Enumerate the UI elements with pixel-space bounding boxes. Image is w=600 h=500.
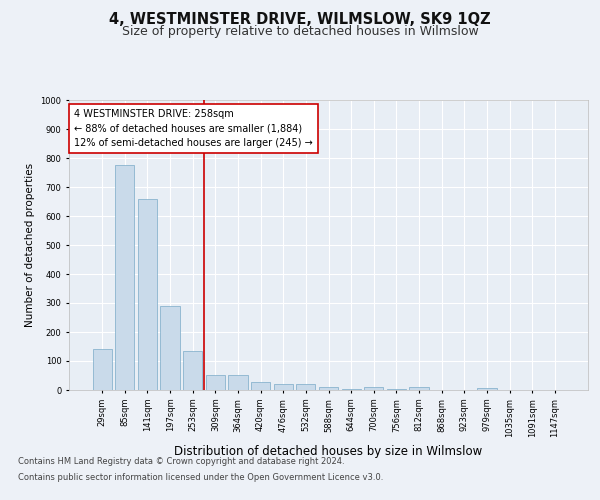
Bar	[251, 382, 270, 390]
Text: Contains public sector information licensed under the Open Government Licence v3: Contains public sector information licen…	[18, 472, 383, 482]
Y-axis label: Number of detached properties: Number of detached properties	[25, 163, 35, 327]
Text: Size of property relative to detached houses in Wilmslow: Size of property relative to detached ho…	[122, 25, 478, 38]
Bar	[206, 375, 225, 390]
Bar	[92, 350, 112, 390]
Bar	[183, 351, 202, 390]
Bar	[477, 388, 497, 390]
Bar	[387, 388, 406, 390]
X-axis label: Distribution of detached houses by size in Wilmslow: Distribution of detached houses by size …	[175, 445, 482, 458]
Bar	[319, 386, 338, 390]
Bar	[341, 388, 361, 390]
Bar	[364, 386, 383, 390]
Bar	[409, 386, 428, 390]
Text: Contains HM Land Registry data © Crown copyright and database right 2024.: Contains HM Land Registry data © Crown c…	[18, 458, 344, 466]
Bar	[138, 198, 157, 390]
Bar	[296, 384, 316, 390]
Bar	[160, 306, 180, 390]
Bar	[115, 166, 134, 390]
Text: 4, WESTMINSTER DRIVE, WILMSLOW, SK9 1QZ: 4, WESTMINSTER DRIVE, WILMSLOW, SK9 1QZ	[109, 12, 491, 28]
Text: 4 WESTMINSTER DRIVE: 258sqm
← 88% of detached houses are smaller (1,884)
12% of : 4 WESTMINSTER DRIVE: 258sqm ← 88% of det…	[74, 108, 313, 148]
Bar	[229, 375, 248, 390]
Bar	[274, 384, 293, 390]
